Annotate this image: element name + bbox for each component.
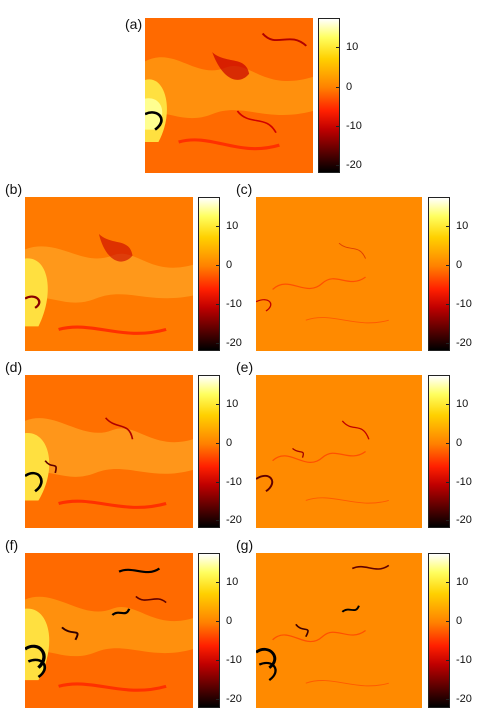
colorbar: [198, 375, 220, 528]
colorbar-tick-label: -20: [446, 337, 472, 349]
colorbar-tick-label: -10: [446, 298, 472, 310]
colorbar-tick-label: -20: [446, 514, 472, 526]
colorbar-tick-label: 10: [215, 220, 239, 232]
colorbar-tick-label: -10: [446, 654, 472, 666]
colorbar-tick-label: 0: [215, 615, 233, 627]
colorbar-tick-label: 0: [445, 259, 463, 271]
vorticity-field-map: [25, 553, 193, 708]
panel-label: (b): [5, 181, 23, 197]
vorticity-field-map: [256, 375, 422, 528]
panel-label: (g): [236, 537, 254, 553]
colorbar-tick-label: -20: [216, 337, 242, 349]
colorbar-tick-label: -10: [336, 120, 362, 132]
colorbar-tick-label: -20: [446, 693, 472, 705]
vorticity-field-map: [256, 197, 422, 351]
colorbar: [428, 375, 450, 528]
colorbar-tick-label: -20: [216, 514, 242, 526]
colorbar-tick-label: 0: [215, 437, 233, 449]
colorbar-tick-label: 10: [445, 576, 469, 588]
colorbar-tick-label: 10: [335, 41, 359, 53]
colorbar-tick-label: 0: [215, 259, 233, 271]
vorticity-field-map: [25, 375, 193, 528]
colorbar-tick-label: -20: [336, 159, 362, 171]
panel-label: (d): [5, 359, 23, 375]
colorbar-tick-label: 10: [215, 576, 239, 588]
colorbar-tick-label: 0: [445, 437, 463, 449]
colorbar-tick-label: 0: [335, 81, 353, 93]
panel-label: (f): [5, 537, 19, 553]
colorbar-tick-label: 10: [445, 220, 469, 232]
colorbar-tick-label: -10: [446, 476, 472, 488]
colorbar-tick-label: -20: [216, 693, 242, 705]
colorbar-tick-label: 10: [445, 398, 469, 410]
vorticity-field-map: [256, 553, 422, 708]
colorbar-tick-label: -10: [216, 298, 242, 310]
colorbar: [198, 553, 220, 708]
panel-label: (c): [236, 181, 253, 197]
vorticity-field-map: [25, 197, 193, 351]
colorbar: [198, 197, 220, 351]
colorbar-tick-label: -10: [216, 654, 242, 666]
panel-label: (a): [125, 16, 143, 32]
colorbar: [318, 18, 340, 173]
panel-label: (e): [236, 359, 254, 375]
vorticity-field-map: [145, 18, 313, 173]
colorbar-tick-label: 0: [445, 615, 463, 627]
colorbar: [428, 553, 450, 708]
colorbar-tick-label: -10: [216, 476, 242, 488]
colorbar-tick-label: 10: [215, 398, 239, 410]
colorbar: [428, 197, 450, 351]
